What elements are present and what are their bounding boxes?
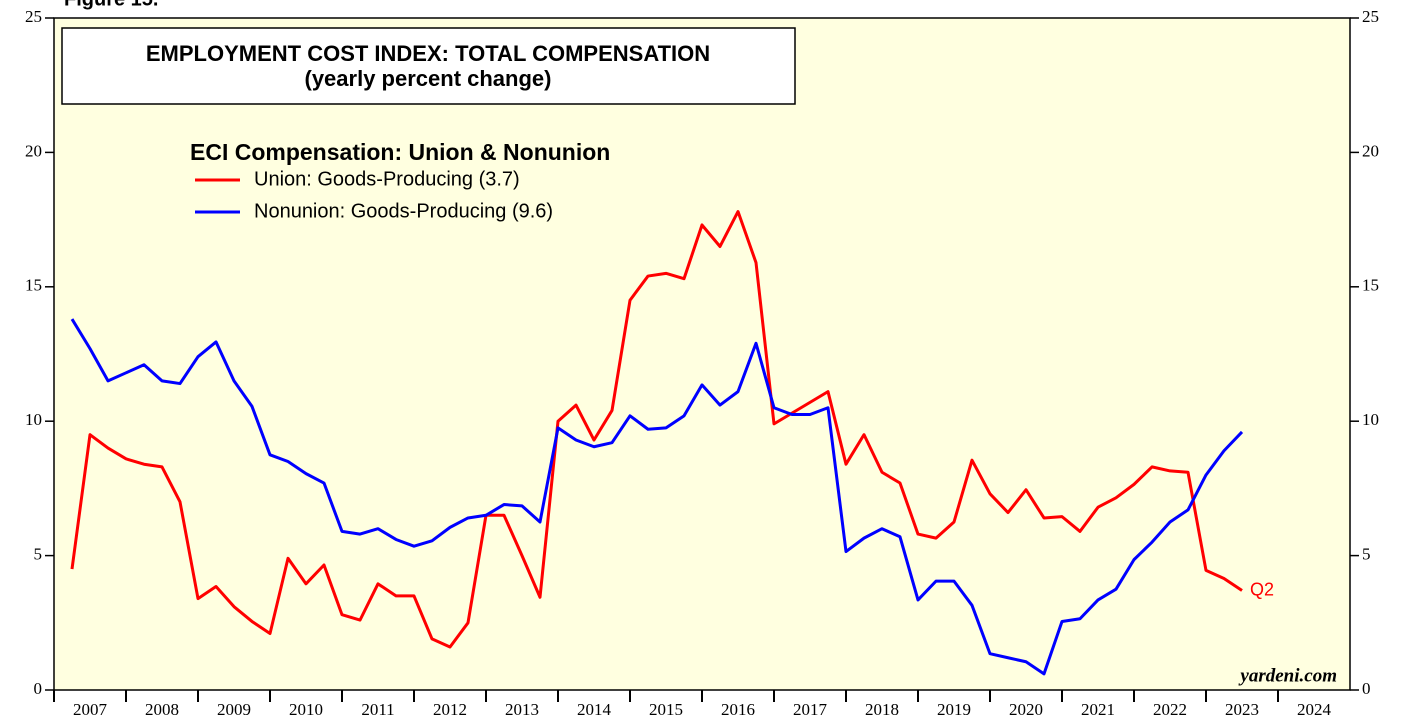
x-tick-label: 2007 [73,700,108,719]
figure-label: Figure 15. [64,0,158,10]
y-tick-label: 5 [34,545,43,564]
x-tick-label: 2024 [1297,700,1332,719]
x-tick-label: 2023 [1225,700,1259,719]
y-tick-label: 10 [25,410,42,429]
x-tick-label: 2010 [289,700,323,719]
x-tick-label: 2017 [793,700,828,719]
x-tick-label: 2012 [433,700,467,719]
chart-title: EMPLOYMENT COST INDEX: TOTAL COMPENSATIO… [146,41,710,66]
y-tick-label: 25 [25,7,42,26]
y2-tick-label: 25 [1362,7,1379,26]
legend-title: ECI Compensation: Union & Nonunion [190,139,610,165]
y2-tick-label: 0 [1362,679,1371,698]
legend-label: Nonunion: Goods-Producing (9.6) [254,200,553,222]
y2-tick-label: 15 [1362,276,1379,295]
x-tick-label: 2014 [577,700,612,719]
x-tick-label: 2008 [145,700,179,719]
y2-tick-label: 10 [1362,410,1379,429]
x-tick-label: 2016 [721,700,755,719]
x-tick-label: 2021 [1081,700,1115,719]
y-tick-label: 0 [34,679,43,698]
y-tick-label: 15 [25,276,42,295]
series-line [70,210,1243,649]
x-tick-label: 2020 [1009,700,1043,719]
x-tick-label: 2011 [361,700,394,719]
x-tick-label: 2009 [217,700,251,719]
legend-label: Union: Goods-Producing (3.7) [254,168,520,190]
x-tick-label: 2018 [865,700,899,719]
x-tick-label: 2013 [505,700,539,719]
x-tick-label: 2015 [649,700,683,719]
x-tick-label: 2022 [1153,700,1187,719]
plot-area [53,17,1351,691]
y2-tick-label: 5 [1362,545,1371,564]
chart-subtitle: (yearly percent change) [305,66,552,91]
x-tick-label: 2019 [937,700,971,719]
y2-tick-label: 20 [1362,141,1379,160]
title-box [61,27,796,105]
y-tick-label: 20 [25,141,42,160]
source: yardeni.com [1238,665,1337,686]
series-line [70,318,1244,676]
annotation: Q2 [1250,579,1274,599]
